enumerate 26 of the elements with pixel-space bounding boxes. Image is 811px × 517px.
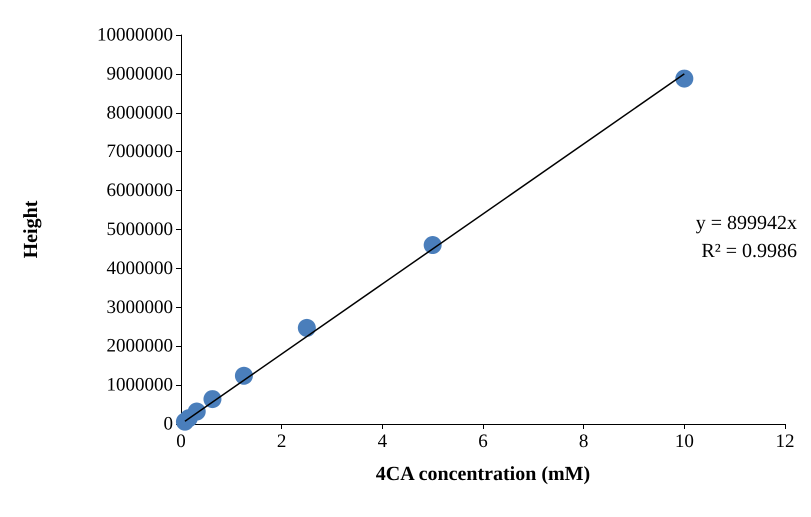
x-tick-label: 10	[674, 431, 694, 452]
y-tick-label: 8000000	[106, 102, 173, 124]
y-tick-label: 10000000	[97, 24, 173, 46]
x-tick-label: 0	[176, 431, 186, 452]
point	[424, 236, 442, 254]
annotation: y = 899942x	[696, 212, 797, 234]
point	[234, 366, 253, 385]
x-tick-label: 6	[478, 431, 488, 452]
y-tick-label: 5000000	[106, 219, 173, 240]
point	[298, 318, 316, 337]
y-tick-label: 0	[164, 414, 173, 434]
x-tick-label: 8	[578, 431, 588, 452]
y-tick-label: 1000000	[106, 374, 173, 396]
y-tick-label: 3000000	[106, 296, 173, 318]
x-axis-title: 4CA concentration (mM)	[376, 463, 590, 485]
x-tick-label: 4	[378, 431, 388, 452]
point	[675, 70, 694, 88]
annotation: R² = 0.9986	[701, 240, 797, 262]
x-tick-label: 12	[776, 431, 794, 452]
y-tick-label: 7000000	[106, 141, 173, 162]
y-tick-label: 2000000	[106, 336, 173, 357]
x-tick-label: 2	[276, 431, 286, 452]
y-tick-label: 9000000	[106, 63, 173, 84]
y-tick-label: 4000000	[106, 258, 173, 279]
y-axis-title: Height	[20, 200, 42, 258]
y-tick-label: 6000000	[106, 180, 173, 202]
